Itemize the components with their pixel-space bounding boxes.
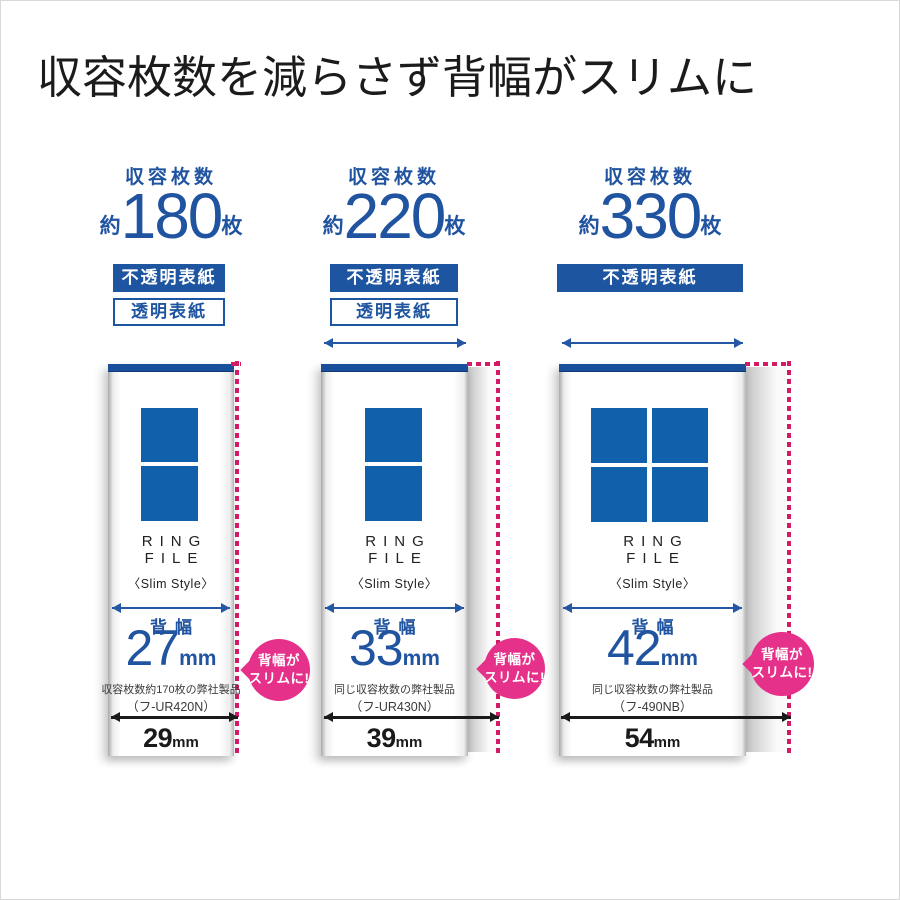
- approx-prefix: 約: [578, 214, 600, 238]
- sheets-suffix: 枚: [700, 214, 722, 238]
- capacity-number: 180: [120, 180, 224, 252]
- old-product-code: （フ-490NB）: [612, 700, 693, 714]
- old-width-unit: mm: [653, 734, 681, 751]
- approx-prefix: 約: [322, 214, 344, 238]
- brand-file: FILE: [626, 550, 686, 567]
- capacity-count: 約 330 枚: [550, 180, 750, 252]
- file-spine: RING FILE 〈Slim Style〉: [108, 364, 234, 756]
- old-width-dotted-line: [787, 361, 791, 757]
- page-title: 収容枚数を減らさず背幅がスリムに: [37, 52, 758, 103]
- slim-callout-line2: スリムに!: [248, 671, 310, 686]
- file-spine: RING FILE 〈Slim Style〉: [559, 364, 746, 756]
- old-width-arrow: [111, 712, 238, 722]
- old-width-arrow: [324, 712, 499, 722]
- old-product-description: 同じ収容枚数の弊社製品: [334, 684, 455, 696]
- spine-width-value: 33mm: [321, 623, 468, 673]
- old-width-number: 29: [143, 723, 173, 753]
- spine-top-bar: [321, 364, 468, 372]
- spine-square: [591, 467, 647, 522]
- opaque-cover-badge: 不透明表紙: [330, 264, 458, 292]
- spine-width-arrow: [563, 603, 742, 613]
- spine-square: [365, 466, 422, 521]
- spine-width-arrow: [325, 603, 464, 613]
- spine-square: [141, 466, 198, 521]
- spine-square: [365, 408, 422, 462]
- spine-width-arrow: [112, 603, 230, 613]
- sheets-suffix: 枚: [221, 214, 243, 238]
- slim-callout-line1: 背幅が: [493, 651, 536, 667]
- spine-top-bar: [559, 364, 746, 372]
- brand-file: FILE: [144, 550, 205, 567]
- slim-callout-badge: 背幅が スリムに!: [248, 639, 310, 701]
- brand-ring: RING: [623, 533, 689, 550]
- spine-width-number: 42: [607, 620, 662, 676]
- brand-ring: RING: [365, 533, 431, 550]
- opaque-cover-badge: 不透明表紙: [557, 264, 743, 292]
- spine-square: [652, 467, 708, 522]
- old-width-dotted-line: [235, 361, 239, 757]
- old-width-value: 54mm: [559, 723, 746, 754]
- slim-callout-line2: スリムに!: [751, 665, 813, 680]
- old-width-unit: mm: [172, 734, 199, 751]
- old-width-dotted-corner: [745, 362, 791, 366]
- old-width-arrow: [561, 712, 791, 722]
- capacity-heading: 収容枚数: [124, 167, 217, 188]
- old-width-dotted-line: [496, 361, 500, 757]
- spine-width-label: 背幅: [631, 618, 682, 637]
- slim-callout-badge: 背幅が スリムに!: [750, 632, 814, 696]
- brand-substyle: 〈Slim Style〉: [609, 577, 696, 591]
- old-product-code: （フ-UR420N）: [126, 700, 216, 714]
- slim-callout-badge: 背幅が スリムに!: [484, 638, 545, 699]
- capacity-count: 約 180 枚: [71, 180, 271, 252]
- old-width-value: 29mm: [108, 723, 234, 754]
- capacity-heading: 収容枚数: [347, 167, 440, 188]
- spine-square: [591, 408, 647, 463]
- spine-width-unit: mm: [402, 647, 440, 670]
- slim-callout-line1: 背幅が: [761, 647, 803, 663]
- spine-square: [652, 408, 708, 463]
- width-arrow-top: [324, 338, 466, 348]
- spine-square: [141, 408, 198, 462]
- opaque-cover-badge: 不透明表紙: [113, 264, 225, 292]
- old-width-number: 54: [624, 723, 655, 753]
- brand-substyle: 〈Slim Style〉: [351, 577, 438, 591]
- slim-callout-line2: スリムに!: [484, 669, 545, 685]
- old-product-code: （フ-UR430N）: [349, 700, 440, 714]
- width-arrow-top: [562, 338, 743, 348]
- clear-cover-badge: 透明表紙: [113, 298, 225, 326]
- brand-ring: RING: [141, 533, 208, 550]
- spine-width-unit: mm: [660, 647, 698, 670]
- old-product-description: 収容枚数約170枚の弊社製品: [101, 684, 241, 696]
- capacity-heading: 収容枚数: [603, 167, 696, 188]
- capacity-number: 330: [599, 180, 703, 252]
- capacity-number: 220: [343, 180, 447, 252]
- file-spine: RING FILE 〈Slim Style〉: [321, 364, 468, 756]
- old-product-description: 同じ収容枚数の弊社製品: [592, 684, 713, 696]
- old-width-unit: mm: [395, 734, 423, 751]
- old-width-dotted-corner: [467, 362, 500, 366]
- old-width-value: 39mm: [321, 723, 468, 754]
- spine-width-unit: mm: [179, 647, 217, 670]
- slim-callout-line1: 背幅が: [258, 653, 300, 669]
- spine-width-number: 33: [349, 620, 404, 676]
- sheets-suffix: 枚: [444, 214, 466, 238]
- old-width-number: 39: [366, 723, 397, 753]
- spine-top-bar: [108, 364, 234, 372]
- approx-prefix: 約: [99, 214, 121, 238]
- spine-width-label: 背幅: [150, 618, 200, 637]
- capacity-count: 約 220 枚: [294, 180, 494, 252]
- spine-width-value: 27mm: [108, 623, 234, 673]
- spine-width-value: 42mm: [559, 623, 746, 673]
- brand-file: FILE: [368, 550, 428, 567]
- brand-substyle: 〈Slim Style〉: [127, 577, 215, 591]
- spine-width-label: 背幅: [373, 618, 424, 637]
- spine-width-number: 27: [125, 620, 181, 676]
- clear-cover-badge: 透明表紙: [330, 298, 458, 326]
